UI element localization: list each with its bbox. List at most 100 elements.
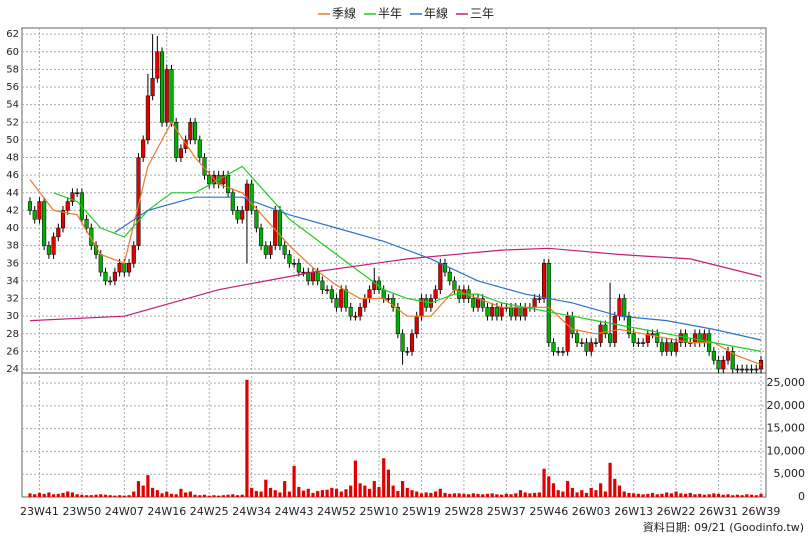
- volume-bar: [632, 493, 636, 497]
- candle-body: [362, 298, 367, 308]
- candle-body: [758, 359, 764, 370]
- volume-bar: [542, 468, 546, 497]
- candle-body: [735, 368, 740, 371]
- candle-body: [131, 245, 136, 264]
- candle-body: [136, 157, 141, 246]
- volume-bar: [268, 487, 273, 497]
- volume-bar: [325, 489, 329, 497]
- candle-body: [508, 307, 514, 317]
- legend-label: 半年: [378, 7, 402, 21]
- candle-body: [306, 271, 311, 282]
- candle-body: [296, 263, 301, 273]
- volume-bar: [169, 493, 174, 497]
- volume-bar: [28, 493, 32, 497]
- candle-body: [631, 333, 636, 343]
- candle-body: [226, 174, 231, 194]
- volume-bar: [448, 493, 452, 497]
- volume-bar: [674, 491, 678, 497]
- candle-body: [282, 245, 287, 255]
- volume-bar: [122, 495, 126, 497]
- volume-bar: [452, 493, 457, 497]
- candle-body: [70, 192, 75, 202]
- volume-bar: [514, 493, 518, 497]
- volume-bar: [56, 493, 60, 497]
- volume-bar: [273, 490, 277, 497]
- volume-bar: [42, 493, 46, 497]
- volume-bar: [712, 493, 716, 497]
- candle-body: [447, 271, 452, 282]
- volume-bar: [136, 481, 141, 497]
- volume-bar: [749, 494, 754, 497]
- legend-label: 三年: [470, 7, 494, 21]
- x-tick-label: 26W31: [699, 505, 738, 518]
- candle-body: [546, 263, 551, 343]
- candle-body: [98, 254, 103, 273]
- y-tick-label: 48: [6, 153, 19, 164]
- volume-bar: [103, 494, 108, 497]
- y2-tick-label: 5,000: [774, 467, 806, 480]
- volume-bar: [179, 488, 183, 497]
- candle-body: [584, 342, 589, 352]
- volume-bar: [264, 479, 268, 497]
- x-tick-label: 24W43: [275, 505, 314, 518]
- candle-body: [112, 271, 117, 282]
- volume-bar: [528, 493, 532, 497]
- volume-bar: [731, 495, 735, 497]
- candle-body: [287, 254, 292, 264]
- candle-body: [669, 342, 674, 352]
- volume-bar: [415, 491, 419, 497]
- volume-bar: [254, 491, 258, 497]
- volume-bar: [556, 490, 560, 497]
- y-tick-label: 58: [6, 64, 19, 75]
- candle-body: [292, 263, 297, 265]
- x-tick-label: 26W39: [742, 505, 781, 518]
- volume-bar: [721, 494, 725, 497]
- candle-body: [645, 333, 650, 343]
- candle-body: [141, 139, 146, 158]
- y-tick-label: 32: [6, 294, 19, 305]
- volume-bar: [278, 492, 282, 497]
- candle-body: [655, 333, 660, 343]
- volume-bar: [655, 494, 659, 497]
- volume-bar: [575, 492, 579, 497]
- volume-bar: [193, 494, 197, 497]
- y-tick-label: 24: [6, 364, 19, 375]
- candle-body: [490, 307, 495, 317]
- x-tick-label: 24W07: [105, 505, 144, 518]
- volume-bar: [650, 492, 655, 497]
- candle-body: [494, 307, 499, 317]
- volume-bar: [37, 492, 42, 497]
- volume-bar: [127, 495, 131, 497]
- candle-body: [221, 174, 226, 185]
- volume-bar: [89, 495, 93, 497]
- candle-body: [358, 307, 363, 317]
- candle-body: [608, 333, 613, 343]
- candle-body: [263, 245, 268, 255]
- candle-body: [471, 298, 476, 308]
- volume-bar: [391, 485, 395, 497]
- volume-bar: [70, 492, 75, 497]
- candle-body: [174, 122, 179, 158]
- volume-bar: [202, 494, 207, 497]
- volume-bar: [457, 493, 461, 497]
- volume-bar: [198, 495, 202, 497]
- volume-bar: [297, 486, 301, 497]
- y-tick-label: 56: [6, 82, 19, 93]
- volume-bar: [99, 494, 103, 497]
- volume-bar: [698, 493, 702, 497]
- candle-body: [56, 227, 61, 238]
- candle-body: [46, 245, 51, 255]
- candle-body: [386, 298, 391, 300]
- volume-bar: [537, 492, 541, 497]
- volume-bar: [443, 492, 447, 497]
- candle-body: [268, 245, 273, 255]
- volume-bar: [330, 487, 334, 497]
- volume-bar: [358, 483, 362, 497]
- volume-bar: [419, 493, 424, 497]
- volume-bar: [108, 495, 112, 497]
- candle-body: [160, 51, 165, 123]
- y-tick-label: 28: [6, 329, 19, 340]
- candle-body: [277, 210, 283, 246]
- candle-body: [542, 263, 547, 299]
